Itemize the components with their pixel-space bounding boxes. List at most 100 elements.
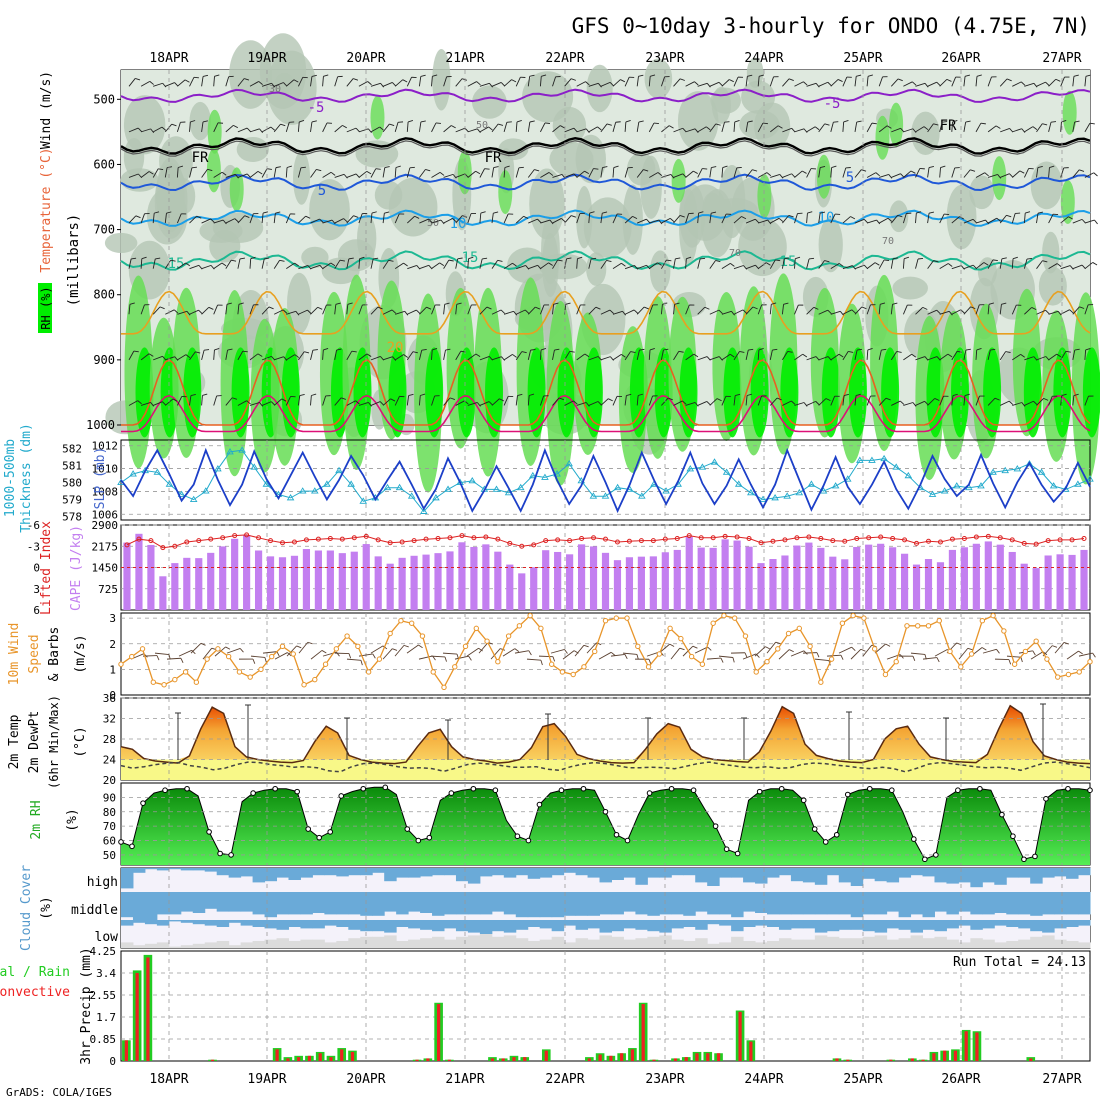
wind-barb [600, 123, 608, 133]
wind-barb-flag [186, 311, 191, 316]
rh-point [206, 829, 212, 835]
wind-barb [190, 642, 202, 654]
wind-barb-flag [650, 74, 656, 77]
cape-bar [637, 556, 645, 610]
wind-barb [721, 167, 724, 178]
cloud-cover-bar [455, 920, 469, 932]
panel-axis-label: (6hr Min/Max) [47, 695, 61, 789]
wind-barb-flag [414, 215, 420, 219]
wind-barb-flag [972, 219, 977, 224]
wind-barb-flag [1037, 211, 1043, 214]
wind-barb-flag [190, 393, 196, 396]
precip-convective-bar [124, 1040, 128, 1061]
lifted-index-point [878, 534, 884, 540]
precip-tick-label: 4.25 [90, 945, 117, 958]
wind-speed-point [1044, 656, 1050, 662]
cloud-cover-bar [384, 868, 397, 882]
wind-barb-flag [825, 398, 831, 402]
wind-barb [660, 349, 664, 360]
wind-barb-flag [497, 259, 503, 262]
wind-barb-flag [621, 353, 626, 358]
cloud-cover-bar [539, 892, 553, 918]
panel-axis-label: 2m RH [29, 800, 44, 839]
wind-barb [177, 262, 186, 270]
wind-barb [540, 219, 551, 224]
wind-barb [442, 652, 457, 655]
wind-barb [346, 304, 349, 315]
cloud-cover-bar [168, 920, 182, 922]
wind-barb-flag [388, 259, 394, 262]
lifted-index-point [148, 538, 154, 544]
lifted-index-point [244, 532, 250, 538]
wind-barb-flag [948, 311, 953, 316]
cloud-cover-bar [587, 868, 601, 878]
wind-barb [261, 306, 270, 315]
lifted-index-point [303, 537, 309, 543]
wind-barb-flag [1020, 353, 1025, 358]
wind-barb [479, 306, 488, 315]
rh-saturated-area [1023, 347, 1042, 438]
cloud-cover-low-bar [1006, 941, 1019, 948]
cloud-cover-bar [814, 920, 828, 933]
wind-barb-flag [856, 74, 862, 77]
wind-barb [213, 171, 223, 178]
precip-convective-bar [835, 1058, 839, 1061]
wind-barb [237, 173, 248, 178]
cape-bar [1020, 563, 1028, 610]
wind-barb [757, 172, 768, 178]
wind-barb [987, 259, 994, 269]
precip-convective-bar [135, 973, 139, 1061]
wind-barb [334, 125, 343, 133]
wind-barb [237, 215, 246, 224]
wind-speed-point [721, 612, 727, 619]
wind-barb-flag [669, 218, 675, 222]
rh-contour-area [583, 197, 632, 258]
wind-barb [479, 82, 490, 87]
isotherm-line [120, 136, 1091, 155]
rh-point [778, 785, 785, 792]
wind-barb [721, 122, 725, 132]
wind-barb [1024, 400, 1034, 406]
wind-barb [770, 217, 780, 224]
cloud-cover-bar [982, 920, 995, 929]
wind-barb [1024, 82, 1035, 87]
wind-barb [1023, 168, 1030, 178]
wind-barb [660, 304, 663, 315]
cloud-cover-bar [264, 920, 278, 929]
wind-barb [1060, 121, 1062, 132]
precip-convective-bar [673, 1058, 678, 1061]
wind-barb [987, 76, 992, 87]
wind-barb [612, 310, 623, 315]
cloud-cover-low-bar [1042, 935, 1055, 948]
wind-barb-flag [484, 168, 490, 170]
cloud-cover-bar [288, 868, 301, 880]
wind-barb [502, 648, 516, 657]
cape-bar [900, 553, 909, 610]
wind-barb [673, 351, 680, 361]
wind-barb-flag [912, 81, 917, 86]
wind-speed-point [387, 630, 393, 637]
wind-barb-flag [1073, 393, 1079, 396]
wind-barb [612, 262, 622, 270]
lifted-index-point [890, 535, 896, 541]
rh-point [1032, 853, 1038, 860]
cloud-cover-bar [527, 868, 541, 879]
wind-barb-flag [392, 82, 397, 87]
cloud-cover-bar [192, 920, 206, 925]
wind-barb [1084, 219, 1095, 224]
cloud-cover-bar [922, 920, 935, 930]
rh-contour-area [123, 137, 145, 177]
wind-barb-flag [540, 347, 547, 351]
cloud-cover-bar [647, 920, 660, 932]
wind-barb [213, 262, 223, 270]
wind-barb-flag [1009, 173, 1014, 178]
wind-barb [842, 121, 845, 132]
wind-barb [781, 304, 784, 315]
wind-barb-flag [200, 642, 206, 646]
date-label-top: 26APR [941, 51, 980, 66]
wind-barb-flag [827, 309, 832, 314]
cloud-cover-bar [575, 920, 589, 930]
wind-barb-flag [407, 120, 414, 123]
cape-bar [159, 576, 167, 610]
wind-barb [503, 122, 508, 133]
